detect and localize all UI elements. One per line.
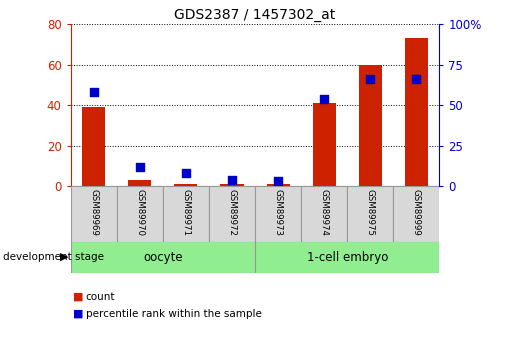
Text: count: count	[86, 292, 115, 302]
Bar	[255, 241, 439, 273]
Text: GSM89972: GSM89972	[227, 189, 236, 236]
Bar	[255, 186, 301, 242]
Text: development stage: development stage	[3, 252, 104, 262]
Bar	[174, 184, 197, 186]
Bar	[82, 107, 105, 186]
Text: GSM89974: GSM89974	[320, 189, 329, 236]
Text: GSM89971: GSM89971	[181, 189, 190, 236]
Text: ▶: ▶	[60, 252, 68, 262]
Bar	[347, 186, 393, 242]
Bar	[209, 186, 255, 242]
Bar	[313, 103, 336, 186]
Point	[320, 96, 328, 101]
Bar	[221, 184, 243, 186]
Bar	[301, 186, 347, 242]
Bar	[163, 186, 209, 242]
Point	[412, 77, 420, 82]
Bar	[405, 38, 428, 186]
Text: GSM89975: GSM89975	[366, 189, 375, 236]
Point	[182, 170, 190, 176]
Bar	[71, 186, 117, 242]
Title: GDS2387 / 1457302_at: GDS2387 / 1457302_at	[174, 8, 336, 22]
Bar	[267, 184, 289, 186]
Bar	[71, 241, 255, 273]
Point	[274, 179, 282, 184]
Bar	[393, 186, 439, 242]
Text: GSM89999: GSM89999	[412, 189, 421, 236]
Bar	[128, 180, 152, 186]
Point	[136, 164, 144, 170]
Text: GSM89973: GSM89973	[274, 189, 283, 236]
Point	[228, 177, 236, 183]
Bar	[117, 186, 163, 242]
Text: 1-cell embryo: 1-cell embryo	[307, 250, 388, 264]
Text: ■: ■	[73, 309, 84, 319]
Text: ■: ■	[73, 292, 84, 302]
Text: GSM89970: GSM89970	[135, 189, 144, 236]
Bar	[359, 65, 382, 186]
Point	[90, 89, 98, 95]
Text: GSM89969: GSM89969	[89, 189, 98, 236]
Text: percentile rank within the sample: percentile rank within the sample	[86, 309, 262, 319]
Text: oocyte: oocyte	[143, 250, 183, 264]
Point	[366, 77, 374, 82]
